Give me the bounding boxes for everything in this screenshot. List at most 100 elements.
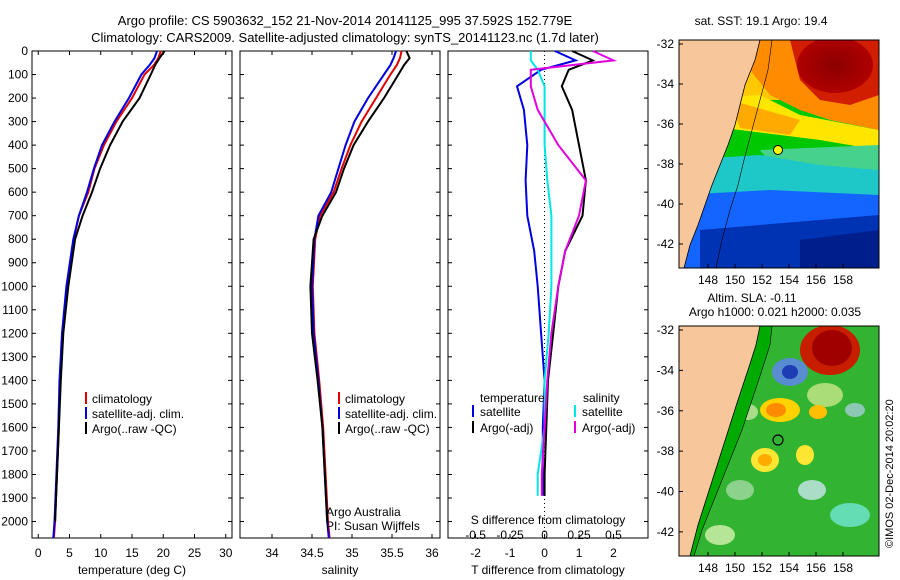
- pi-label: PI: Susan Wijffels: [326, 519, 420, 533]
- legend-t-argo: Argo(-adj): [480, 421, 533, 435]
- depth-tick-label: 500: [8, 162, 28, 176]
- difference-xlabel-top: S difference from climatology: [471, 513, 626, 527]
- depth-tick-label: 1300: [1, 350, 28, 364]
- lon-tick-label: 150: [725, 561, 745, 575]
- depth-tick-label: 900: [8, 256, 28, 270]
- lat-tick-label: -42: [657, 525, 675, 539]
- lat-tick-label: -40: [657, 485, 675, 499]
- salinity-panel: [239, 50, 441, 539]
- series-line-2: [529, 51, 553, 496]
- lon-tick-label: 152: [752, 561, 772, 575]
- x-tick-label: 2: [610, 546, 617, 560]
- figure-subtitle: Climatology: CARS2009. Satellite-adjuste…: [91, 30, 599, 45]
- depth-tick-label: 1700: [1, 444, 28, 458]
- x-tick-label: 0: [35, 546, 42, 560]
- salinity-tick-label: -0.25: [496, 528, 524, 542]
- depth-tick-label: 1100: [2, 303, 28, 317]
- lon-tick-label: 156: [806, 561, 826, 575]
- legend-t-satellite: satellite: [480, 405, 521, 419]
- sla-map-subtitle: Argo h1000: 0.021 h2000: 0.035: [689, 305, 861, 319]
- temperature-plot: 0 5 10 15 20 25 30: [35, 50, 233, 560]
- sst-map-title: sat. SST: 19.1 Argo: 19.4: [695, 14, 828, 28]
- sst-map-axes: -32 -34 -36 -38 -40 -42 148 150 152 154 156 158: [657, 37, 854, 287]
- x-tick-label: 1: [576, 546, 583, 560]
- x-tick-label: -2: [470, 546, 481, 560]
- sla-map-title: Altim. SLA: -0.11: [707, 291, 796, 305]
- x-tick-label: 25: [188, 546, 202, 560]
- legend-header-temperature: temperature: [480, 391, 545, 405]
- lat-tick-label: -36: [657, 404, 675, 418]
- lat-tick-label: -38: [657, 157, 675, 171]
- sla-map: [679, 326, 879, 556]
- lat-tick-label: -32: [657, 323, 675, 337]
- depth-tick-label: 1500: [1, 397, 28, 411]
- depth-tick-label: 1800: [1, 467, 28, 481]
- sst-map: [679, 40, 879, 268]
- lon-tick-label: 156: [806, 273, 826, 287]
- legend-header-salinity: salinity: [583, 391, 620, 405]
- series-line-0: [311, 50, 403, 539]
- depth-tick-label: 1000: [1, 279, 28, 293]
- series-line-1: [52, 50, 158, 539]
- salinity-xlabel: salinity: [322, 563, 359, 577]
- lon-tick-label: 158: [833, 273, 853, 287]
- depth-tick-label: 700: [8, 209, 28, 223]
- depth-tick-label: 100: [8, 68, 28, 82]
- lon-tick-label: 154: [779, 561, 799, 575]
- x-tick-label: 34.5: [300, 546, 324, 560]
- lat-tick-label: -40: [657, 197, 675, 211]
- argo-location-marker: [773, 145, 783, 155]
- series-line-0: [515, 50, 579, 496]
- depth-tick-label: 1900: [1, 491, 28, 505]
- depth-tick-label: 300: [8, 115, 28, 129]
- legend-satellite: satellite-adj. clim.: [345, 407, 437, 421]
- series-line-1: [543, 50, 596, 496]
- figure-title: Argo profile: CS 5903632_152 21-Nov-2014…: [118, 13, 573, 28]
- lon-tick-label: 150: [725, 273, 745, 287]
- temperature-xlabel: temperature (deg C): [78, 563, 186, 577]
- x-tick-label: 20: [157, 546, 171, 560]
- temperature-panel: [31, 50, 233, 539]
- x-tick-label: 35.5: [380, 546, 404, 560]
- lon-tick-label: 152: [752, 273, 772, 287]
- salinity-tick-label: 0.5: [605, 528, 622, 542]
- difference-panel: [447, 50, 649, 539]
- salinity-plot: 34 34.5 35 35.5 36: [265, 50, 439, 560]
- depth-tick-label: 1400: [1, 373, 28, 387]
- series-line-2: [309, 50, 411, 522]
- temperature-legend: climatology satellite-adj. clim. Argo(..…: [85, 392, 184, 436]
- lat-tick-label: -34: [657, 77, 675, 91]
- lat-tick-label: -34: [657, 363, 675, 377]
- argo-location-marker: [772, 434, 784, 446]
- salinity-legend: climatology satellite-adj. clim. Argo(..…: [338, 392, 437, 436]
- lon-tick-label: 154: [779, 273, 799, 287]
- salinity-tick-label: 0.25: [567, 528, 591, 542]
- lon-tick-label: 158: [833, 561, 853, 575]
- credit-label: ©IMOS 02-Dec-2014 20:02:20: [884, 399, 896, 548]
- depth-tick-label: 200: [8, 91, 28, 105]
- lat-tick-label: -32: [657, 37, 675, 51]
- lat-tick-label: -36: [657, 117, 675, 131]
- legend-s-satellite: satellite: [582, 405, 623, 419]
- depth-tick-label: 600: [8, 185, 28, 199]
- series-line-0: [52, 50, 162, 539]
- x-tick-label: 0: [541, 546, 548, 560]
- depth-tick-label: 2000: [1, 515, 28, 529]
- series-line-3: [529, 50, 618, 496]
- x-tick-label: 30: [219, 546, 233, 560]
- lat-tick-label: -42: [657, 237, 675, 251]
- lon-tick-label: 148: [698, 273, 718, 287]
- sla-map-axes: -32 -34 -36 -38 -40 -42 148 150 152 154 156 158: [657, 323, 854, 575]
- x-tick-label: 15: [125, 546, 139, 560]
- x-tick-label: 36: [425, 546, 439, 560]
- depth-tick-label: 800: [8, 232, 28, 246]
- legend-satellite: satellite-adj. clim.: [92, 407, 184, 421]
- depth-axis: 0 100 200 300 400 500 600 700 800 900 1000 1100 1200…: [1, 44, 648, 529]
- depth-tick-label: 1200: [1, 326, 28, 340]
- x-tick-label: 34: [265, 546, 279, 560]
- legend-climatology: climatology: [92, 392, 152, 406]
- depth-tick-label: 400: [8, 138, 28, 152]
- x-tick-label: 35: [345, 546, 359, 560]
